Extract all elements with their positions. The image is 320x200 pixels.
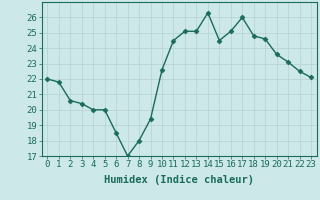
X-axis label: Humidex (Indice chaleur): Humidex (Indice chaleur) [104,175,254,185]
